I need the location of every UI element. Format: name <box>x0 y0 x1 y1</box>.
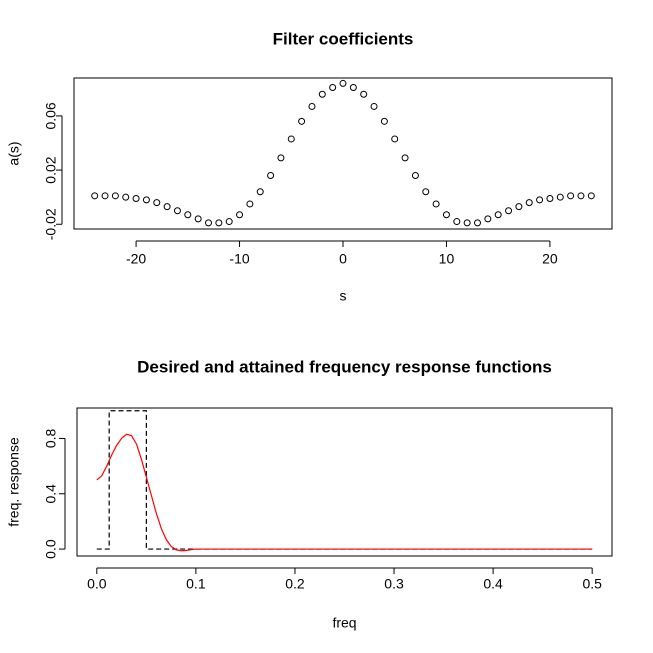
point <box>329 83 337 91</box>
x-axis-label: freq <box>332 615 356 631</box>
plot-frame <box>76 407 613 557</box>
point <box>515 203 523 211</box>
point <box>194 215 202 223</box>
point <box>411 172 419 180</box>
point <box>122 193 130 201</box>
point <box>567 192 575 200</box>
point <box>215 219 223 227</box>
y-tick-label: 0.02 <box>43 156 59 183</box>
point <box>318 90 326 98</box>
x-axis-label: s <box>340 288 347 304</box>
x-tick-label: 0.2 <box>285 576 305 592</box>
point <box>505 207 513 215</box>
point <box>142 196 150 204</box>
point <box>432 200 440 208</box>
point <box>205 219 212 227</box>
plot-frame <box>73 77 613 230</box>
y-tick-label: 0.0 <box>43 539 59 559</box>
point <box>91 192 99 200</box>
x-tick-label: 0.1 <box>186 576 206 592</box>
x-tick-label: 10 <box>439 251 455 267</box>
point <box>587 192 595 200</box>
point <box>380 117 388 125</box>
point <box>577 192 585 200</box>
y-axis-label: freq. response <box>6 437 22 527</box>
point <box>536 196 544 204</box>
point <box>349 83 357 91</box>
point <box>267 172 275 180</box>
point <box>308 102 316 110</box>
point <box>556 193 564 201</box>
y-tick-label: 0.4 <box>43 484 59 504</box>
chart-title: Desired and attained frequency response … <box>137 357 552 376</box>
point <box>287 135 295 143</box>
chart-title: Filter coefficients <box>273 29 414 48</box>
point <box>225 218 233 226</box>
x-tick-label: -20 <box>126 251 146 267</box>
y-tick-label: 0.06 <box>43 102 59 129</box>
point <box>163 203 171 211</box>
x-tick-label: 0 <box>339 251 347 267</box>
x-tick-label: 0.4 <box>483 576 503 592</box>
y-axis-label: a(s) <box>6 141 22 165</box>
point <box>101 192 109 200</box>
point <box>422 188 430 196</box>
point <box>484 215 492 223</box>
x-tick-label: -10 <box>229 251 249 267</box>
point <box>153 199 161 207</box>
y-tick-label: -0.02 <box>43 208 59 240</box>
point <box>546 195 554 203</box>
series-line <box>96 433 593 552</box>
point <box>277 154 285 162</box>
y-tick-label: 0.8 <box>43 428 59 448</box>
point <box>132 195 140 203</box>
point <box>474 219 481 227</box>
point <box>401 154 409 162</box>
point <box>184 211 192 219</box>
point <box>391 135 399 143</box>
point <box>339 79 347 87</box>
point <box>370 102 378 110</box>
point <box>236 211 244 219</box>
point <box>256 188 264 196</box>
point <box>525 199 533 207</box>
x-tick-label: 0.5 <box>582 576 602 592</box>
point <box>360 90 368 98</box>
point <box>494 211 502 219</box>
point <box>463 219 471 227</box>
point <box>453 218 461 226</box>
point <box>442 211 450 219</box>
point <box>111 192 119 200</box>
series-line <box>96 410 593 550</box>
x-tick-label: 0.3 <box>384 576 404 592</box>
x-tick-label: 20 <box>542 251 558 267</box>
x-tick-label: 0.0 <box>87 576 107 592</box>
point <box>298 117 306 125</box>
point <box>246 200 254 208</box>
point <box>173 207 181 215</box>
